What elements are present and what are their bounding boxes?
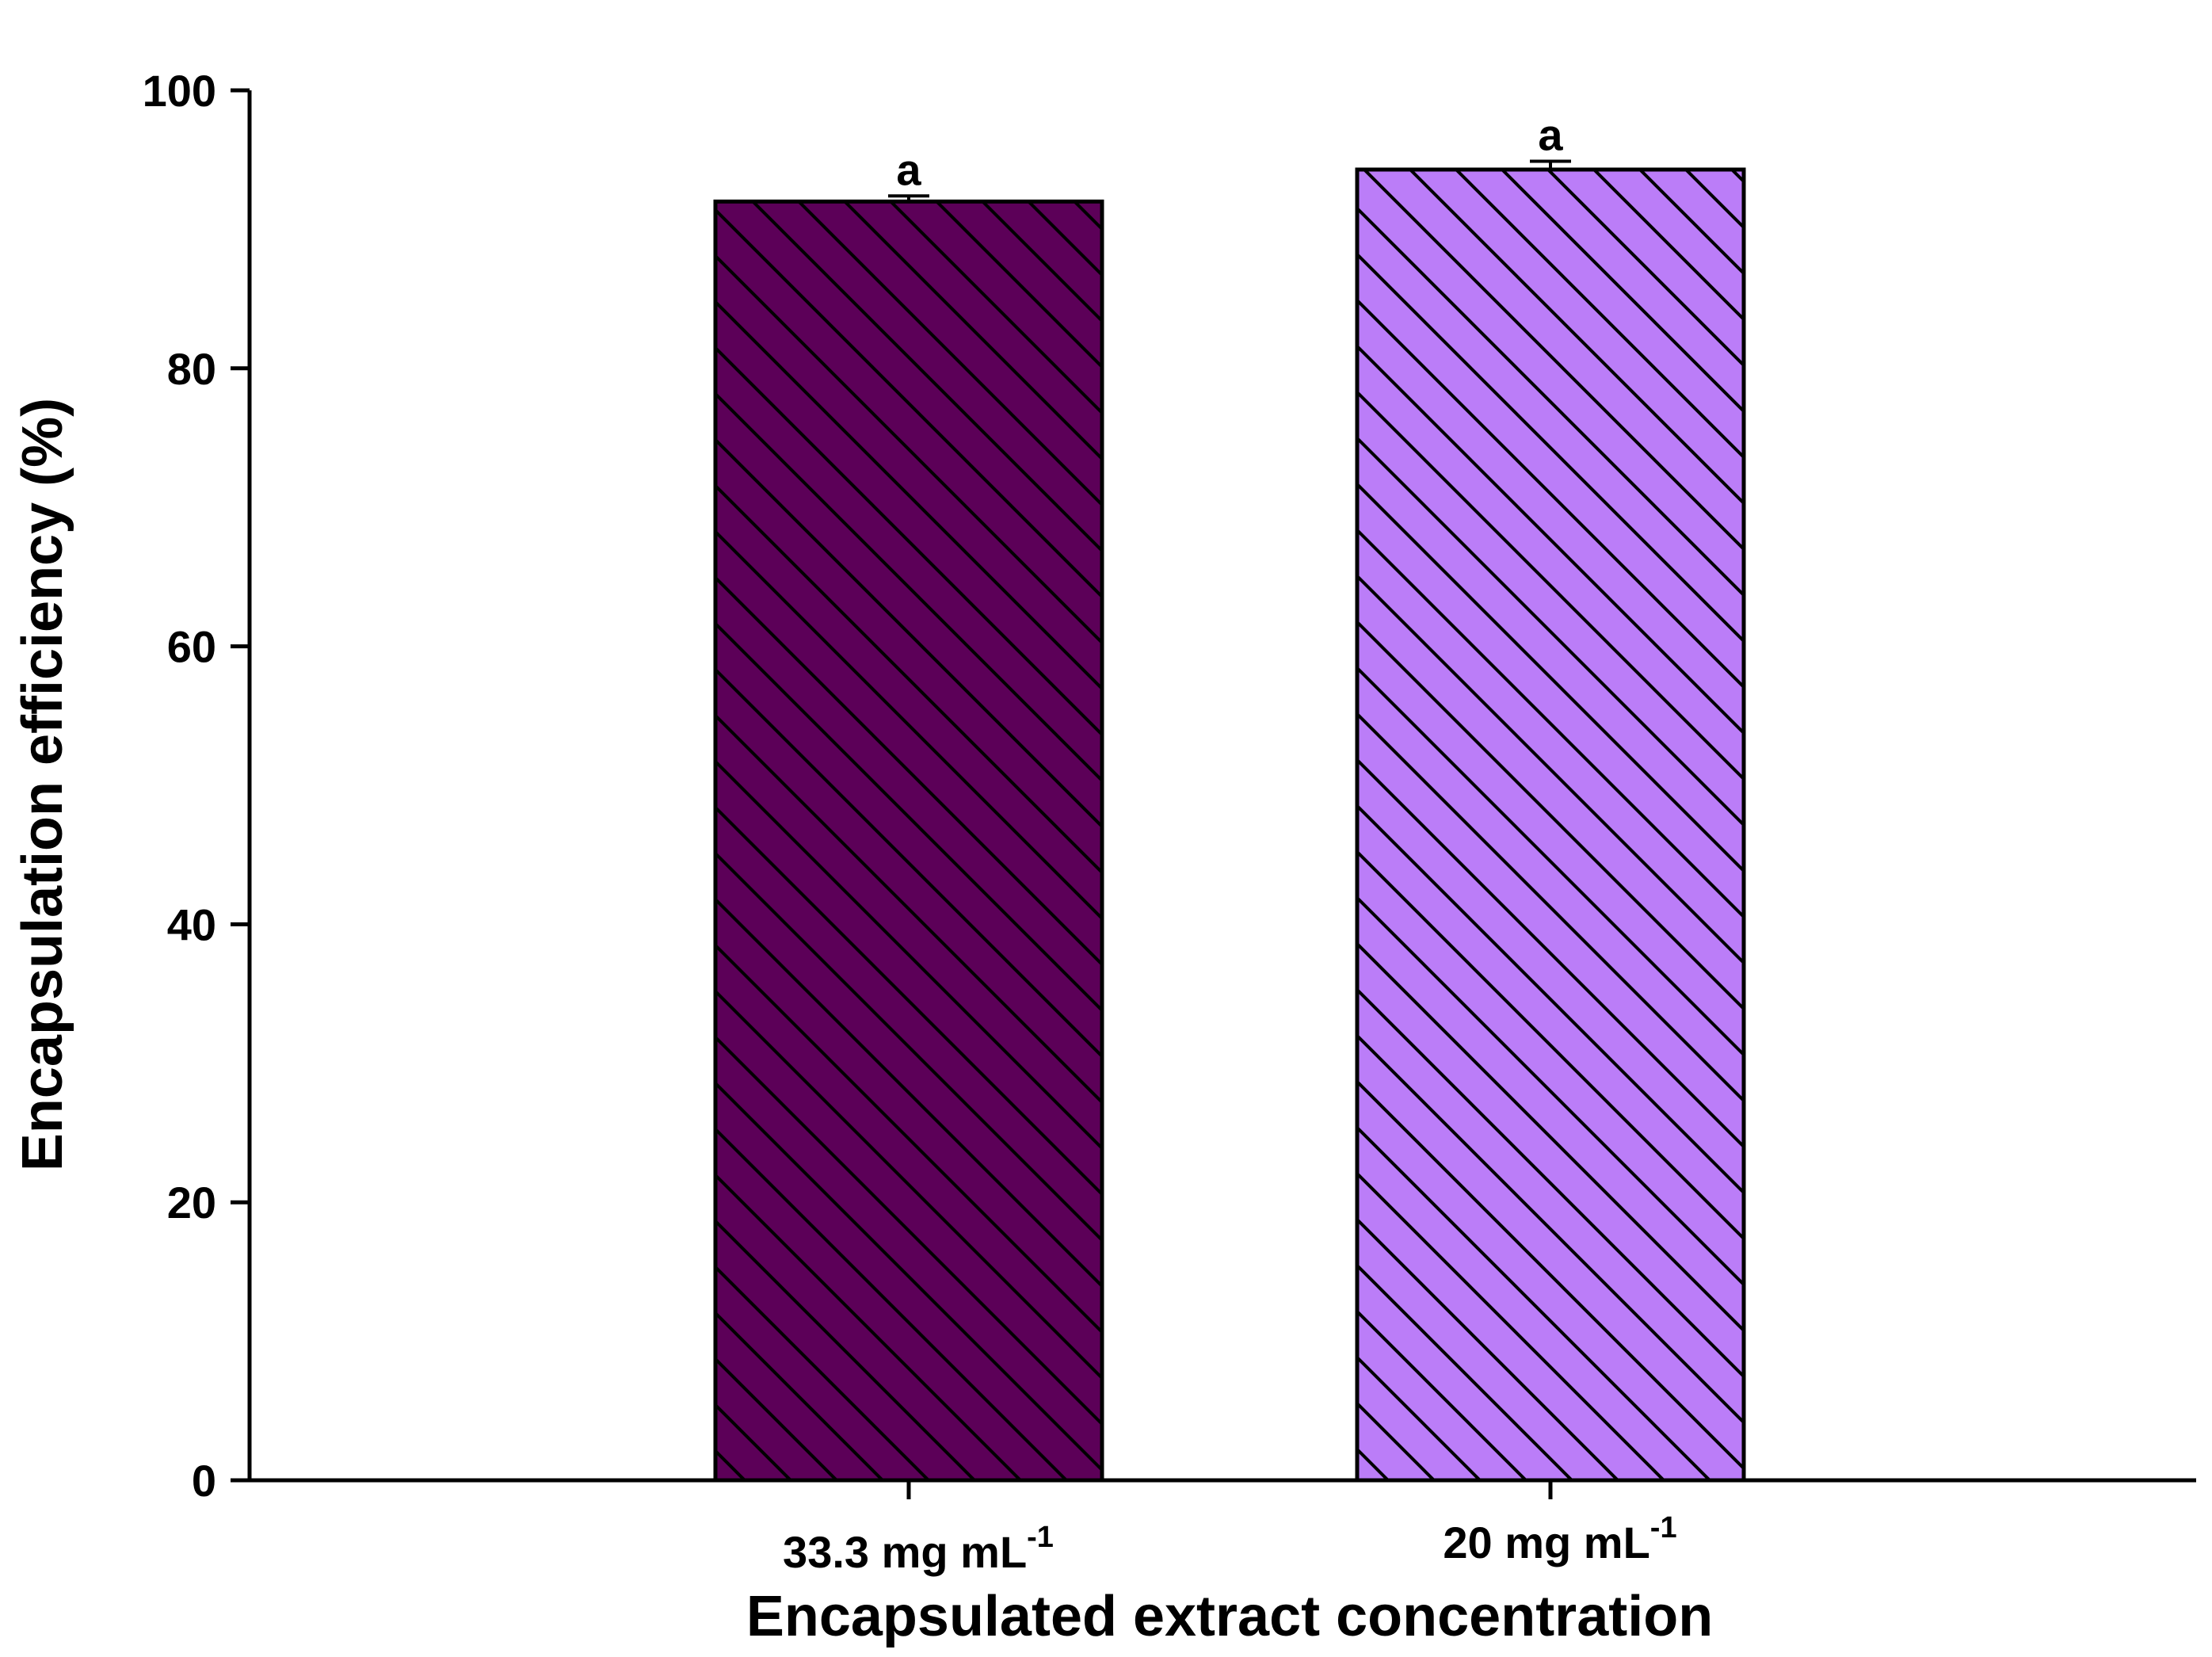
y-tick-label: 40 — [167, 899, 216, 949]
y-tick-label: 100 — [143, 66, 216, 116]
y-tick-label: 60 — [167, 622, 216, 672]
bars-layer: aa — [713, 109, 1746, 1483]
significance-letter-2: a — [1538, 109, 1563, 159]
bar-2 — [1355, 167, 1746, 1483]
x-ticks: 33.3 mg mL-1 20 mg mL-1 — [783, 1480, 1677, 1577]
y-tick-label: 0 — [192, 1456, 216, 1506]
axes-layer — [247, 90, 2196, 1483]
y-ticks: 0 20 40 60 80 100 — [143, 66, 250, 1506]
x-category-label-2: 20 mg mL-1 — [1443, 1511, 1676, 1567]
x-axis-title: Encapsulated extract concentration — [746, 1585, 1713, 1648]
bar-1 — [713, 199, 1104, 1483]
y-tick-label: 80 — [167, 344, 216, 394]
significance-letter-1: a — [896, 144, 921, 194]
y-tick-label: 20 — [167, 1178, 216, 1227]
y-axis-title: Encapsulation efficiency (%) — [11, 398, 74, 1171]
x-category-label-1: 33.3 mg mL-1 — [783, 1521, 1054, 1577]
